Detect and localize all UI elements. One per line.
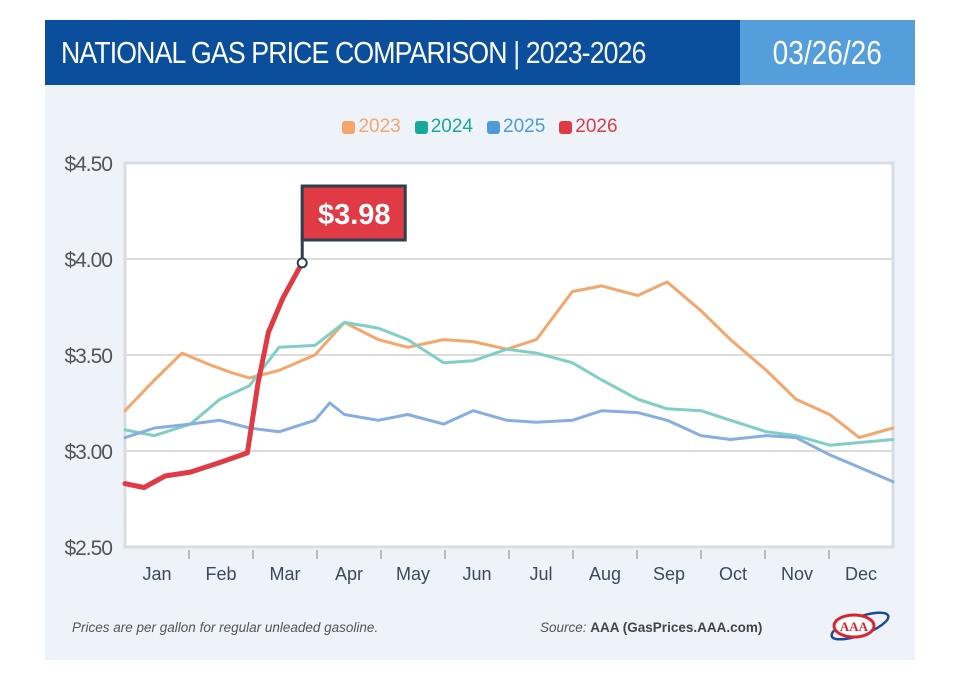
source-label: Source: <box>540 620 587 635</box>
source: Source: AAA (GasPrices.AAA.com) <box>540 620 762 635</box>
legend-swatch <box>559 120 573 134</box>
annotation-flag <box>300 184 407 242</box>
legend: 2023 2024 2025 2026 <box>0 116 960 138</box>
series-line-2023 <box>123 280 895 440</box>
series-line-2024 <box>123 320 895 447</box>
x-tick-label: Aug <box>589 564 621 584</box>
legend-label: 2026 <box>575 116 618 137</box>
legend-label: 2023 <box>358 116 401 137</box>
x-tick-label: Oct <box>719 564 747 584</box>
x-tick-label: Sep <box>653 564 685 584</box>
y-tick-label: $3.00 <box>64 441 112 464</box>
x-tick-label: May <box>396 564 430 584</box>
chart-title-bar: NATIONAL GAS PRICE COMPARISON | 2023-202… <box>45 20 740 85</box>
legend-label: 2024 <box>430 116 473 137</box>
source-text: AAA (GasPrices.AAA.com) <box>590 620 763 635</box>
x-tick-label: Dec <box>845 564 877 584</box>
x-tick-label: Apr <box>335 564 363 584</box>
date-badge: 03/26/26 <box>740 20 915 85</box>
series-line-2026 <box>122 260 305 490</box>
y-tick-label: $4.50 <box>64 153 112 176</box>
footnote-text: Prices are per gallon for regular unlead… <box>72 620 379 635</box>
x-tick-label: Jan <box>142 564 171 584</box>
svg-text:AAA: AAA <box>840 619 869 634</box>
legend-label: 2025 <box>503 116 546 137</box>
legend-swatch <box>414 120 428 134</box>
x-tick-label: Nov <box>781 564 813 584</box>
chart-title: NATIONAL GAS PRICE COMPARISON <box>61 34 508 70</box>
legend-item-2026: 2026 <box>559 116 618 138</box>
x-tick-label: Mar <box>270 564 301 584</box>
y-tick-label: $4.00 <box>64 249 112 272</box>
x-tick-label: Jun <box>462 564 491 584</box>
y-tick-label: $2.50 <box>64 537 112 560</box>
y-tick-label: $3.50 <box>64 345 112 368</box>
legend-item-2024: 2024 <box>414 116 473 138</box>
legend-swatch <box>342 120 356 134</box>
legend-swatch <box>487 120 500 134</box>
chart-subtitle: | 2023-2026 <box>513 34 646 70</box>
annotation-point <box>296 257 308 269</box>
legend-item-2023: 2023 <box>342 116 401 138</box>
aaa-logo: AAA <box>830 611 890 641</box>
x-tick-label: Feb <box>205 564 236 584</box>
x-tick-label: Jul <box>529 564 552 584</box>
annotation-label: $3.98 <box>318 199 391 231</box>
legend-item-2025: 2025 <box>487 116 545 138</box>
date-text: 03/26/26 <box>772 33 883 71</box>
footnote: Prices are per gallon for regular unlead… <box>72 620 378 635</box>
